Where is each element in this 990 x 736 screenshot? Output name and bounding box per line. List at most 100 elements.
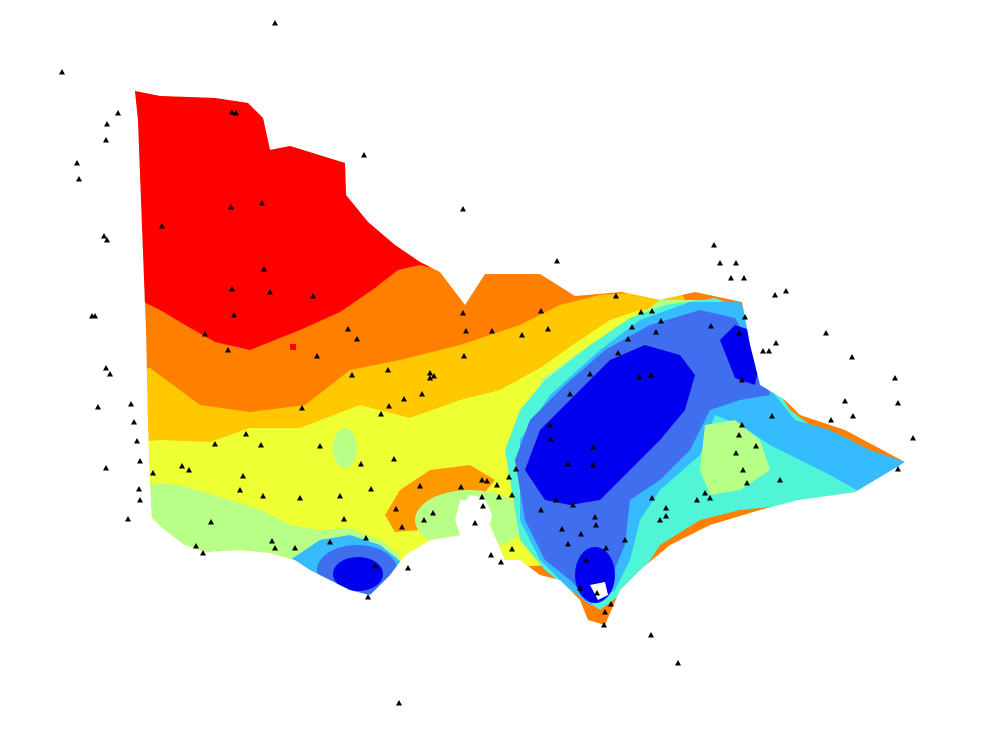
triangle-icon (358, 461, 364, 467)
triangle-icon (314, 353, 320, 359)
triangle-icon (354, 336, 360, 342)
triangle-icon (202, 331, 208, 337)
triangle-icon (396, 700, 402, 706)
triangle-icon (128, 401, 134, 407)
triangle-icon (427, 375, 433, 381)
triangle-icon (431, 373, 437, 379)
triangle-icon (430, 510, 436, 516)
band-red-east-spot (290, 344, 296, 350)
triangle-icon (649, 495, 655, 501)
triangle-icon (460, 310, 466, 316)
triangle-icon (766, 348, 772, 354)
triangle-icon (460, 206, 466, 212)
triangle-icon (653, 329, 659, 335)
triangle-icon (702, 490, 708, 496)
triangle-icon (193, 543, 199, 549)
triangle-icon (554, 258, 560, 264)
triangle-icon (368, 486, 374, 492)
triangle-icon (583, 557, 589, 563)
triangle-icon (299, 405, 305, 411)
triangle-icon (615, 350, 621, 356)
triangle-icon (229, 109, 235, 115)
triangle-icon (760, 348, 766, 354)
triangle-icon (372, 563, 378, 569)
triangle-icon (565, 541, 571, 547)
triangle-icon (739, 377, 745, 383)
triangle-icon (547, 422, 553, 428)
triangle-icon (134, 438, 140, 444)
triangle-icon (292, 545, 298, 551)
triangle-icon (489, 328, 495, 334)
triangle-icon (103, 465, 109, 471)
triangle-icon (337, 493, 343, 499)
triangle-icon (509, 546, 515, 552)
triangle-icon (228, 204, 234, 210)
triangle-icon (125, 516, 131, 522)
triangle-icon (649, 308, 655, 314)
triangle-icon (657, 517, 663, 523)
triangle-icon (590, 462, 596, 468)
triangle-icon (480, 503, 486, 509)
triangle-icon (107, 371, 113, 377)
triangle-icon (208, 519, 214, 525)
triangle-icon (92, 313, 98, 319)
triangle-icon (593, 522, 599, 528)
triangle-icon (519, 332, 525, 338)
triangle-icon (578, 531, 584, 537)
triangle-icon (259, 200, 265, 206)
triangle-icon (675, 660, 681, 666)
triangle-icon (200, 550, 206, 556)
triangle-icon (773, 340, 779, 346)
triangle-icon (267, 289, 273, 295)
triangle-icon (378, 411, 384, 417)
triangle-icon (421, 517, 427, 523)
triangle-icon (104, 237, 110, 243)
band-light-green-gippsland (700, 420, 770, 495)
triangle-icon (707, 495, 713, 501)
triangle-icon (895, 400, 901, 406)
station-markers (59, 20, 916, 706)
triangle-icon (587, 371, 593, 377)
triangle-icon (386, 403, 392, 409)
triangle-icon (708, 323, 714, 329)
triangle-icon (341, 516, 347, 522)
triangle-icon (74, 160, 80, 166)
triangle-icon (484, 478, 490, 484)
triangle-icon (59, 69, 65, 75)
triangle-icon (103, 365, 109, 371)
triangle-icon (577, 585, 583, 591)
triangle-icon (509, 492, 515, 498)
triangle-icon (137, 497, 143, 503)
triangle-icon (636, 374, 642, 380)
triangle-icon (545, 326, 551, 332)
triangle-icon (101, 233, 107, 239)
triangle-icon (76, 176, 82, 182)
triangle-icon (405, 565, 411, 571)
triangle-icon (240, 473, 246, 479)
triangle-icon (297, 495, 303, 501)
triangle-icon (225, 347, 231, 353)
triangle-icon (658, 318, 664, 324)
triangle-icon (694, 497, 700, 503)
triangle-icon (393, 506, 399, 512)
triangle-icon (753, 443, 759, 449)
triangle-icon (740, 467, 746, 473)
triangle-icon (488, 552, 494, 558)
triangle-icon (742, 314, 748, 320)
triangle-icon (317, 443, 323, 449)
triangle-icon (150, 470, 156, 476)
triangle-icon (567, 391, 573, 397)
triangle-icon (363, 535, 369, 541)
triangle-icon (229, 286, 235, 292)
triangle-icon (895, 466, 901, 472)
triangle-icon (590, 444, 596, 450)
triangle-icon (736, 330, 742, 336)
triangle-icon (399, 524, 405, 530)
triangle-icon (783, 288, 789, 294)
triangle-icon (711, 242, 717, 248)
triangle-icon (95, 404, 101, 410)
triangle-icon (842, 398, 848, 404)
triangle-icon (892, 375, 898, 381)
triangle-icon (361, 152, 367, 158)
